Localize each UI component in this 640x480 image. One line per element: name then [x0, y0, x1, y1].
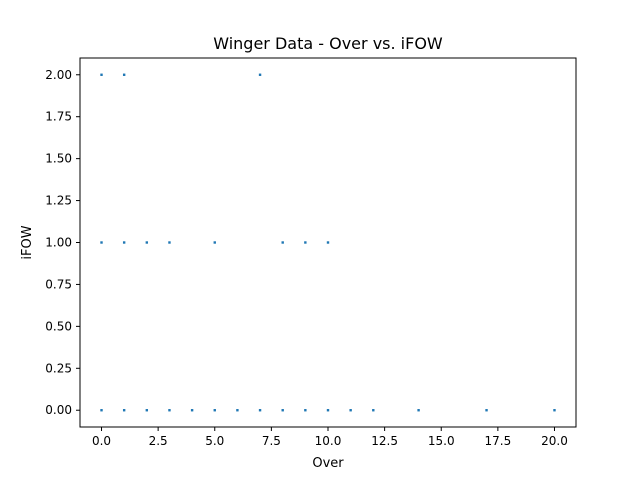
data-point: [326, 241, 330, 244]
x-tick-label: 7.5: [262, 434, 281, 448]
y-tick-label: 1.25: [45, 194, 72, 208]
data-point: [100, 73, 103, 76]
data-point: [236, 409, 239, 412]
plot-area: [100, 73, 556, 412]
y-axis-title: iFOW: [20, 225, 35, 259]
data-point: [553, 409, 556, 412]
y-tick-label: 1.75: [45, 110, 72, 124]
y-tick-label: 0.00: [45, 403, 72, 417]
x-axis: 0.0 2.5 5.0 7.5 10.0 12.5 15.0 17.5 20.0: [92, 427, 568, 448]
data-point: [213, 409, 216, 412]
data-point: [349, 409, 352, 412]
data-point: [258, 409, 262, 412]
data-point: [258, 73, 262, 76]
data-point: [326, 409, 330, 412]
x-tick-label: 0.0: [92, 434, 111, 448]
x-tick-label: 10.0: [315, 434, 342, 448]
data-point: [122, 241, 126, 244]
x-axis-title: Over: [312, 456, 344, 471]
x-tick-label: 5.0: [205, 434, 224, 448]
y-tick-label: 0.50: [45, 319, 72, 333]
data-point: [100, 241, 103, 244]
data-point: [168, 241, 171, 244]
y-tick-label: 2.00: [45, 68, 72, 82]
x-tick-label: 17.5: [485, 434, 512, 448]
data-point: [485, 409, 488, 412]
data-point: [190, 409, 194, 412]
data-point: [145, 241, 149, 244]
y-tick-label: 1.00: [45, 236, 72, 250]
data-point: [304, 241, 307, 244]
data-point: [168, 409, 171, 412]
data-point: [281, 409, 284, 412]
data-point: [304, 409, 307, 412]
data-point: [122, 73, 126, 76]
chart-title: Winger Data - Over vs. iFOW: [213, 34, 443, 53]
y-tick-label: 0.25: [45, 361, 72, 375]
x-tick-label: 15.0: [428, 434, 455, 448]
x-tick-label: 2.5: [149, 434, 168, 448]
data-point: [145, 409, 149, 412]
x-tick-label: 20.0: [541, 434, 568, 448]
x-tick-label: 12.5: [371, 434, 398, 448]
data-point: [213, 241, 216, 244]
data-point: [281, 241, 284, 244]
y-axis: 0.00 0.25 0.50 0.75 1.00 1.25 1.50 1.75 2.00: [45, 68, 80, 417]
data-point: [417, 409, 420, 412]
data-point: [372, 409, 375, 412]
data-point: [100, 409, 103, 412]
y-tick-label: 1.50: [45, 152, 72, 166]
y-tick-label: 0.75: [45, 277, 72, 291]
data-point: [122, 409, 126, 412]
